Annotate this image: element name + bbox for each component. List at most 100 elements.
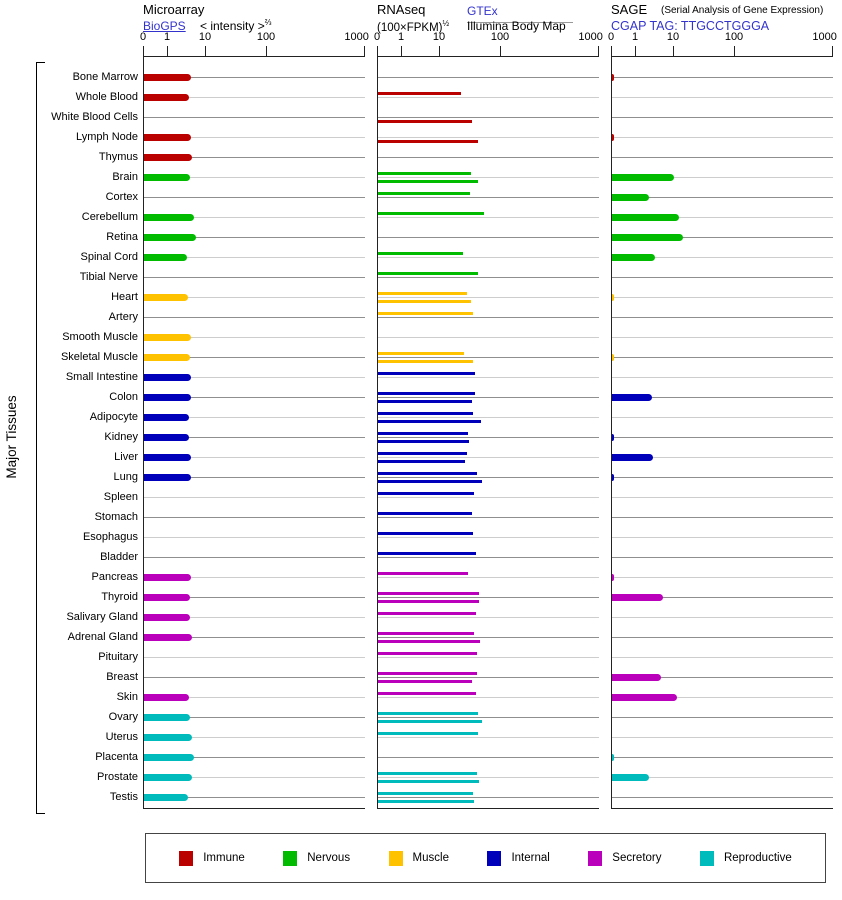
- expression-bar: [612, 134, 615, 141]
- expression-bar: [144, 434, 190, 441]
- expression-bar: [378, 272, 479, 275]
- gtex-link[interactable]: GTEx: [467, 4, 498, 18]
- expression-bar: [378, 212, 485, 215]
- row-line: [144, 397, 365, 398]
- row-line: [378, 797, 599, 798]
- expression-bar: [378, 640, 480, 643]
- row-line: [612, 237, 833, 238]
- row-line: [612, 177, 833, 178]
- expression-bar: [612, 774, 649, 781]
- axis-tick-label: 100: [724, 31, 744, 43]
- row-line: [612, 617, 833, 618]
- expression-bar: [378, 772, 477, 775]
- tissue-label: Skeletal Muscle: [60, 351, 138, 363]
- axis-tick-mark: [167, 46, 168, 56]
- tissue-label: Tibial Nerve: [79, 271, 138, 283]
- row-line: [612, 697, 833, 698]
- axis-tick-mark: [266, 46, 267, 56]
- row-line: [612, 477, 833, 478]
- panel-microarray: Microarray BioGPS < intensity >⅔ 0 1 10 100…: [139, 0, 369, 815]
- tissue-label: Skin: [116, 691, 138, 703]
- expression-bar: [378, 92, 461, 95]
- biogps-link[interactable]: BioGPS: [143, 19, 186, 33]
- row-line: [612, 497, 833, 498]
- tissue-label: Spleen: [103, 491, 138, 503]
- row-line: [378, 597, 599, 598]
- expression-bar: [144, 614, 191, 621]
- tissue-label: Smooth Muscle: [62, 331, 138, 343]
- legend-label: Internal: [511, 852, 550, 864]
- axis-tick-mark: [832, 46, 833, 56]
- row-line: [378, 277, 599, 278]
- row-line: [144, 277, 365, 278]
- expression-bar: [378, 792, 474, 795]
- expression-bar: [378, 360, 474, 363]
- tissue-label: Bone Marrow: [72, 71, 138, 83]
- row-line: [612, 257, 833, 258]
- axis-tick-mark: [500, 46, 501, 56]
- axis-tick-label: 0: [139, 31, 147, 43]
- row-line: [612, 157, 833, 158]
- tissue-label: Cerebellum: [81, 211, 138, 223]
- row-line: [378, 737, 599, 738]
- row-line: [612, 397, 833, 398]
- axis-tick-mark: [439, 46, 440, 56]
- row-line: [144, 217, 365, 218]
- row-line: [612, 377, 833, 378]
- axis-tick-mark: [401, 46, 402, 56]
- row-line: [612, 777, 833, 778]
- row-line: [612, 577, 833, 578]
- cgap-tag-link[interactable]: CGAP TAG: TTGCCTGGGA: [611, 19, 770, 33]
- expression-bar: [612, 674, 662, 681]
- row-line: [612, 797, 833, 798]
- expression-bar: [144, 594, 191, 601]
- expression-bar: [378, 512, 472, 515]
- axis-tick-label: 1: [163, 31, 171, 43]
- exponent: ½: [442, 19, 450, 28]
- axis-tick-mark: [673, 46, 674, 56]
- row-line: [378, 477, 599, 478]
- microarray-title: Microarray: [143, 2, 205, 17]
- expression-bar: [378, 612, 477, 615]
- tissue-label: Testis: [109, 791, 138, 803]
- expression-bar: [378, 292, 468, 295]
- expression-bar: [144, 454, 191, 461]
- tissue-label-column: Bone Marrow Whole Blood White Blood Cells L…: [40, 0, 138, 815]
- expression-bar: [378, 180, 479, 183]
- expression-bar: [378, 652, 477, 655]
- expression-bar: [378, 420, 481, 423]
- expression-bar: [378, 392, 475, 395]
- axis-tick-mark: [377, 46, 378, 56]
- expression-bar: [144, 374, 191, 381]
- tissue-label: Colon: [109, 391, 138, 403]
- row-line: [378, 217, 599, 218]
- row-line: [144, 697, 365, 698]
- row-line: [144, 177, 365, 178]
- tissue-label: Thymus: [98, 151, 138, 163]
- row-line: [612, 77, 833, 78]
- expression-bar: [378, 780, 480, 783]
- tissue-label: Prostate: [97, 771, 138, 783]
- expression-bar: [378, 532, 474, 535]
- row-line: [612, 717, 833, 718]
- legend-swatch-muscle: [388, 850, 403, 866]
- row-line: [378, 417, 599, 418]
- expression-bar: [378, 140, 479, 143]
- expression-bar: [612, 354, 615, 361]
- row-line: [144, 597, 365, 598]
- row-line: [378, 497, 599, 498]
- microarray-axis-line: [143, 56, 365, 57]
- row-line: [144, 617, 365, 618]
- row-line: [144, 717, 365, 718]
- expression-bar: [144, 154, 193, 161]
- legend-item: Muscle: [388, 850, 449, 866]
- expression-bar: [378, 552, 477, 555]
- tissue-label: Stomach: [94, 511, 138, 523]
- row-line: [612, 297, 833, 298]
- sage-left-border: [611, 56, 612, 809]
- row-line: [378, 637, 599, 638]
- expression-bar: [612, 194, 649, 201]
- expression-bar: [378, 632, 474, 635]
- row-line: [612, 277, 833, 278]
- expression-bar: [378, 600, 480, 603]
